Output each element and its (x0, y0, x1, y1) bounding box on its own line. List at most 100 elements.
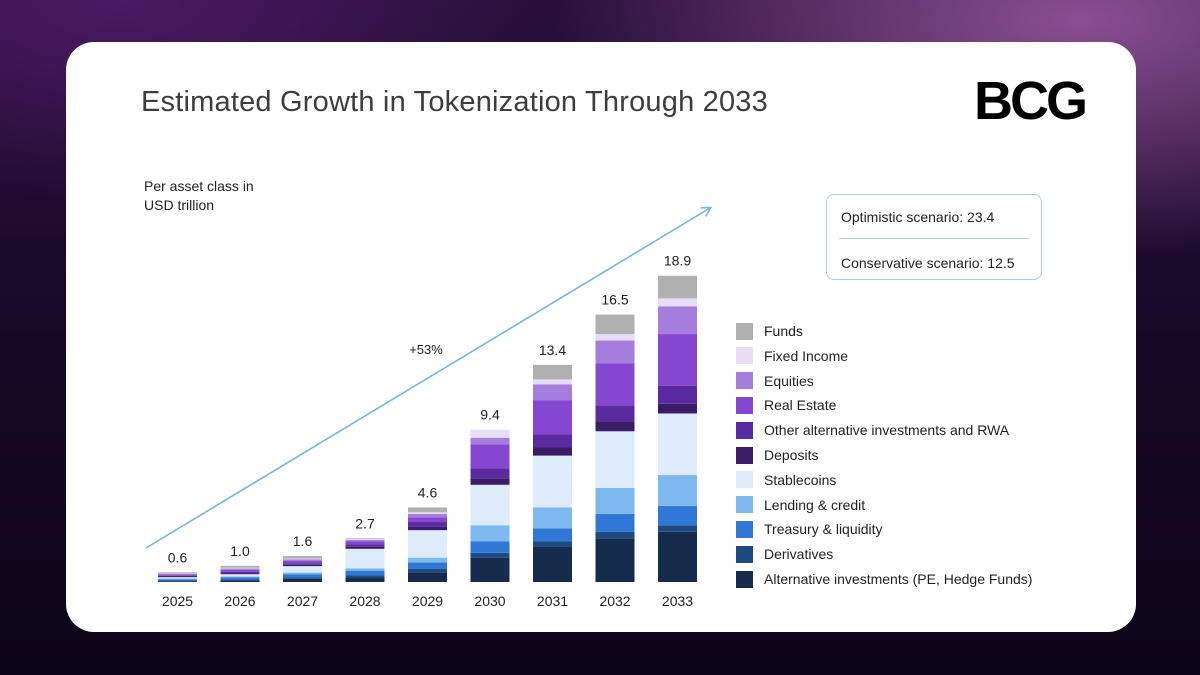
legend-item: Fixed Income (736, 346, 848, 366)
total-label-2028: 2.7 (355, 515, 375, 531)
optimistic-scenario: Optimistic scenario: 23.4 (841, 209, 995, 225)
bar-segment-2033-0 (658, 531, 697, 582)
legend-label: Lending & credit (764, 496, 866, 513)
bar-segment-2032-3 (595, 488, 635, 514)
bar-segment-2029-2 (408, 562, 447, 570)
bar-segment-2031-2 (533, 528, 572, 542)
bar-segment-2029-10 (408, 507, 447, 513)
bar-segment-2027-8 (283, 559, 322, 561)
bar-segment-2031-3 (533, 507, 572, 529)
bar-segment-2029-1 (408, 569, 447, 573)
legend-swatch (736, 372, 753, 390)
bar-segment-2032-5 (595, 421, 635, 432)
x-tick-labels-group: 2025 2026 2027 2028 2029 2030 2031 2032 2033 (162, 593, 693, 609)
legend-label: Equities (764, 372, 814, 389)
total-label-2031: 13.4 (539, 342, 566, 358)
legend-item: Derivatives (736, 544, 833, 564)
bar-segment-2027-9 (283, 558, 322, 560)
bar-segment-2028-1 (345, 575, 385, 578)
legend-swatch (736, 421, 753, 439)
bar-segment-2030-8 (470, 437, 510, 445)
bar-segment-2032-7 (595, 363, 635, 406)
legend-label: Stablecoins (764, 471, 837, 488)
bar-segment-2026-7 (220, 569, 260, 572)
bar-segment-2031-7 (533, 400, 572, 435)
legend-item: Lending & credit (736, 495, 865, 515)
bar-segment-2028-9 (345, 539, 385, 540)
legend-item: Real Estate (736, 395, 836, 415)
bcg-logo: BCG (974, 71, 1088, 131)
legend-swatch (736, 446, 753, 464)
bars-group (158, 275, 697, 582)
bar-segment-2026-9 (220, 567, 260, 569)
total-labels-group: 0.6 1.0 1.6 2.7 4.6 9.4 13.4 16.5 18.9 (168, 253, 692, 566)
bar-segment-2032-8 (595, 340, 635, 364)
legend-item: Stablecoins (736, 470, 836, 490)
x-tick-2025: 2025 (162, 593, 193, 609)
bar-segment-2033-6 (658, 385, 697, 404)
growth-annotation: +53% (409, 342, 443, 357)
bar-segment-2029-6 (408, 522, 447, 527)
legend-label: Fixed Income (764, 347, 849, 364)
bar-segment-2032-1 (595, 531, 635, 539)
bar-segment-2029-9 (408, 512, 447, 514)
legend-item: Alternative investments (PE, Hedge Funds… (736, 569, 1032, 589)
bar-segment-2029-7 (408, 517, 447, 523)
bar-segment-2033-9 (658, 298, 697, 307)
legend-label: Funds (764, 323, 803, 339)
bar-segment-2033-10 (658, 275, 697, 299)
bar-segment-2027-10 (283, 556, 322, 559)
bar-segment-2032-2 (595, 513, 635, 532)
bar-segment-2030-0 (470, 557, 510, 582)
x-tick-2030: 2030 (474, 593, 505, 609)
x-tick-2027: 2027 (287, 593, 318, 609)
scenario-divider (839, 238, 1029, 239)
bar-segment-2033-1 (658, 525, 697, 532)
bar-segment-2025-8 (158, 573, 197, 575)
legend-label: Real Estate (764, 397, 837, 414)
x-tick-2033: 2033 (662, 593, 693, 609)
x-tick-2032: 2032 (599, 593, 630, 609)
bar-segment-2027-1 (283, 577, 322, 579)
legend-item: Equities (736, 371, 814, 391)
bar-segment-2031-10 (533, 364, 572, 380)
bar-segment-2027-3 (283, 572, 322, 575)
legend-item: Funds (736, 321, 803, 341)
bar-segment-2028-6 (345, 544, 385, 547)
bar-segment-2025-2 (158, 579, 197, 581)
bar-segment-2033-5 (658, 403, 697, 414)
unit-label: Per asset class in USD trillion (144, 178, 254, 213)
legend-label: Alternative investments (PE, Hedge Funds… (764, 571, 1033, 587)
bar-segment-2025-3 (158, 578, 197, 580)
bar-segment-2025-7 (158, 574, 197, 576)
bar-segment-2025-0 (158, 581, 197, 582)
legend-label: Derivatives (764, 546, 834, 563)
bar-segment-2027-5 (283, 564, 322, 567)
total-label-2030: 9.4 (480, 407, 500, 423)
bar-segment-2030-2 (470, 541, 510, 553)
bar-segment-2028-8 (345, 539, 385, 542)
bar-segment-2032-10 (595, 314, 635, 335)
x-tick-2028: 2028 (349, 593, 380, 609)
bar-segment-2030-6 (470, 468, 510, 479)
bar-segment-2031-0 (533, 546, 572, 582)
x-tick-2026: 2026 (224, 593, 255, 609)
legend-item: Treasury & liquidity (736, 519, 883, 539)
bar-segment-2028-0 (345, 577, 385, 582)
bar-segment-2028-10 (345, 538, 385, 540)
bar-segment-2031-9 (533, 379, 572, 385)
bar-segment-2027-4 (283, 566, 322, 573)
bar-segment-2027-6 (283, 563, 322, 565)
bar-segment-2029-8 (408, 513, 447, 518)
bar-segment-2025-4 (158, 577, 197, 579)
bar-segment-2028-7 (345, 541, 385, 545)
bar-segment-2029-3 (408, 557, 447, 563)
bar-segment-2031-4 (533, 455, 572, 508)
legend-swatch (736, 520, 753, 538)
bar-segment-2030-3 (470, 525, 510, 542)
legend-swatch (736, 396, 753, 414)
bar-segment-2032-9 (595, 334, 635, 341)
bar-segment-2025-5 (158, 576, 197, 578)
bar-segment-2030-4 (470, 484, 510, 526)
legend-item: Other alternative investments and RWA (736, 420, 1009, 440)
